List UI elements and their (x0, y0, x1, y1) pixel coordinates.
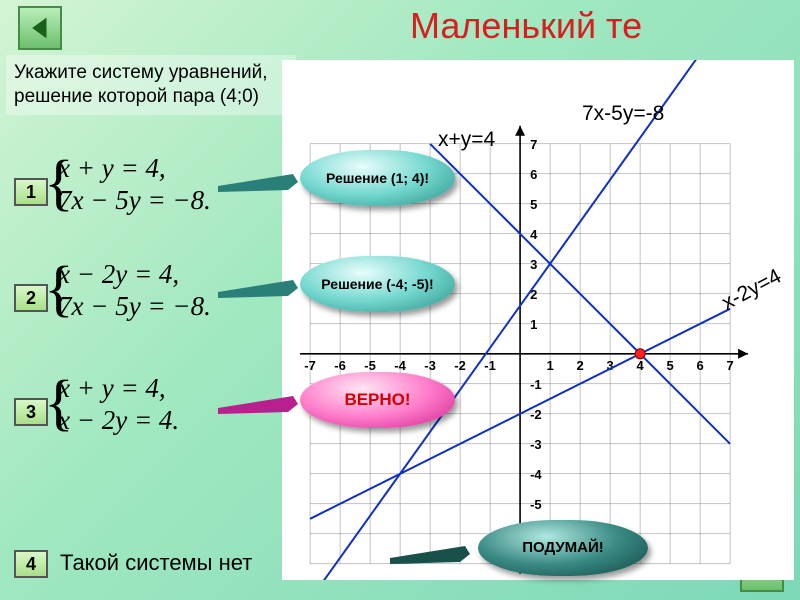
svg-text:-4: -4 (394, 358, 406, 373)
svg-text:5: 5 (666, 358, 673, 373)
svg-text:6: 6 (696, 358, 703, 373)
triangle-left-icon (27, 15, 53, 41)
svg-text:7: 7 (726, 358, 733, 373)
svg-text:-6: -6 (334, 358, 346, 373)
option-1-button[interactable]: 1 (14, 178, 48, 206)
equation-2a: x − 2y = 4, (58, 258, 211, 290)
svg-text:5: 5 (530, 197, 537, 212)
callout-3: ВЕРНО! (300, 372, 455, 428)
page-title: Маленький те (410, 5, 642, 47)
option-4-button[interactable]: 4 (14, 550, 48, 578)
callout-4: ПОДУМАЙ! (478, 520, 648, 576)
equation-2b: 7x − 5y = −8. (58, 290, 211, 322)
svg-text:2: 2 (576, 358, 583, 373)
svg-text:7: 7 (530, 137, 537, 152)
svg-text:-1: -1 (530, 377, 542, 392)
line-label-2: 7x-5y=-8 (582, 102, 664, 126)
question-prompt: Укажите систему уравнений, решение котор… (6, 55, 296, 115)
equation-3b: x − 2y = 4. (58, 404, 179, 436)
equation-3a: x + y = 4, (58, 372, 179, 404)
line-label-1: x+y=4 (438, 128, 495, 152)
svg-text:-1: -1 (484, 358, 496, 373)
equation-1: { x + y = 4, 7x − 5y = −8. (58, 152, 211, 217)
svg-text:-3: -3 (424, 358, 436, 373)
equation-1a: x + y = 4, (58, 152, 211, 184)
svg-text:-3: -3 (530, 437, 542, 452)
svg-text:-2: -2 (454, 358, 466, 373)
svg-text:-7: -7 (304, 358, 316, 373)
svg-text:-5: -5 (364, 358, 376, 373)
svg-text:4: 4 (636, 358, 644, 373)
equation-3: { x + y = 4, x − 2y = 4. (58, 372, 179, 437)
equation-2: { x − 2y = 4, 7x − 5y = −8. (58, 258, 211, 323)
svg-text:-4: -4 (530, 467, 542, 482)
equation-1b: 7x − 5y = −8. (58, 184, 211, 216)
coordinate-graph: -7-6-5-4-3-2-11234567-7-6-5-4-3-2-112345… (282, 60, 794, 580)
option-4-text: Такой системы нет (60, 550, 252, 576)
option-2-button[interactable]: 2 (14, 284, 48, 312)
svg-text:4: 4 (530, 227, 538, 242)
callout-2: Решение (-4; -5)! (300, 256, 455, 312)
option-3-button[interactable]: 3 (14, 398, 48, 426)
svg-text:1: 1 (546, 358, 553, 373)
svg-text:1: 1 (530, 317, 537, 332)
callout-1: Решение (1; 4)! (300, 150, 455, 206)
svg-text:3: 3 (530, 257, 537, 272)
svg-text:-5: -5 (530, 497, 542, 512)
svg-text:6: 6 (530, 167, 537, 182)
nav-prev-button[interactable] (18, 6, 62, 50)
